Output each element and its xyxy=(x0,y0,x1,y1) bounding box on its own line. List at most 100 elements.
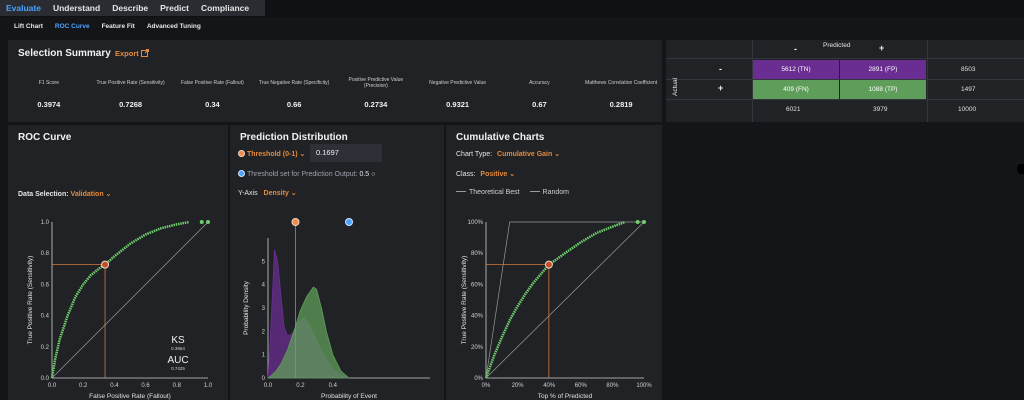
random-diagonal-line xyxy=(51,221,209,379)
roc-selected-point xyxy=(101,260,110,269)
y-axis-value: Density xyxy=(263,190,289,197)
threshold-output-label: Threshold set for Prediction Output: xyxy=(247,171,358,178)
refresh-icon[interactable]: ○ xyxy=(371,171,376,178)
predicted-label: Predicted xyxy=(823,42,851,49)
chevron-down-icon: ⌄ xyxy=(509,171,516,178)
metric-label: False Positive Rate (Fallout) xyxy=(180,79,244,86)
theoretical-best-line xyxy=(485,221,644,379)
metric-tpr: True Positive Rate (Sensitivity) 0.7268 xyxy=(90,68,172,122)
metric-value: 0.7268 xyxy=(119,100,143,109)
x-tick-label: 0.0 xyxy=(48,383,57,389)
metric-npv: Negative Predictive Value 0.9321 xyxy=(417,68,499,122)
cell-true-negative: 5612 (TN) xyxy=(753,60,839,79)
tab-compliance[interactable]: Compliance xyxy=(200,3,250,13)
legend-line-icon xyxy=(529,191,540,192)
random-line xyxy=(485,221,645,379)
metric-label: Positive Predictive Value (Precision) xyxy=(348,76,404,90)
x-tick-label: 0.8 xyxy=(173,383,182,389)
pred-negative-header: - xyxy=(794,44,797,54)
row-positive-total: 1497 xyxy=(961,86,976,93)
threshold-output-handle xyxy=(345,218,353,226)
distribution-chart[interactable]: 0.0 0.2 0.4 0 1 2 3 4 5 Probability of Event Proba… xyxy=(230,125,444,400)
tab-describe[interactable]: Describe xyxy=(112,3,149,13)
col-positive-total: 3979 xyxy=(873,106,888,113)
threshold-input[interactable]: 0.1697 xyxy=(310,144,382,162)
chevron-down-icon: ⌄ xyxy=(105,191,112,198)
metrics-row: F1 Score 0.3974 True Positive Rate (Sensi… xyxy=(8,68,662,122)
roc-curve-title: ROC Curve xyxy=(18,132,72,143)
x-tick-label: 0.2 xyxy=(79,383,88,389)
cell-false-negative: 409 (FN) xyxy=(753,80,839,99)
gain-endpoint-dot xyxy=(642,220,646,224)
actual-positive-header: + xyxy=(718,83,724,93)
cumulative-chart[interactable]: 0% 20% 40% 60% 80% 100% 0% 20% 40% 60% 80% 100% Top … xyxy=(446,125,662,400)
threshold-label: Threshold (0-1) xyxy=(247,151,298,158)
x-axis-label: Probability of Event xyxy=(321,393,377,400)
y-tick-label: 40% xyxy=(471,314,484,320)
chevron-down-icon: ⌄ xyxy=(299,151,306,158)
x-tick-label: 1.0 xyxy=(204,383,213,389)
selection-summary-title: Selection Summary xyxy=(18,48,111,59)
metric-label: Matthews Correlation Coefficient xyxy=(585,79,658,86)
data-selection-value: Validation xyxy=(70,191,104,198)
roc-endpoint-dot xyxy=(199,220,204,224)
x-tick-label: 40% xyxy=(543,383,556,389)
y-tick-label: 0 xyxy=(262,376,266,382)
x-tick-label: 60% xyxy=(575,383,588,389)
roc-curve-line xyxy=(50,220,190,379)
y-tick-label: 5 xyxy=(262,259,266,265)
threshold-output-row: Threshold set for Prediction Output: 0.5… xyxy=(238,170,375,178)
tab-predict[interactable]: Predict xyxy=(160,3,189,13)
selection-summary-panel: Selection Summary Export F1 Score 0.3974 … xyxy=(8,40,662,122)
ks-label: KS xyxy=(171,335,185,346)
chart-type-control[interactable]: Chart Type: Cumulative Gain ⌄ xyxy=(456,150,560,158)
subtab-advanced-tuning[interactable]: Advanced Tuning xyxy=(146,23,201,30)
y-tick-label: 0.6 xyxy=(41,282,50,288)
cumulative-gain-line xyxy=(484,220,626,379)
legend: Theoretical Best Random xyxy=(456,189,569,196)
subtab-roc-curve[interactable]: ROC Curve xyxy=(54,23,90,30)
confusion-matrix: Predicted Actual - + - + 5612 (TN) 2891 … xyxy=(666,40,1024,122)
scroll-handle[interactable] xyxy=(1017,164,1024,174)
y-axis-control[interactable]: Y-Axis Density ⌄ xyxy=(238,189,297,197)
gain-endpoint-dot xyxy=(635,220,640,224)
top-tabs: Evaluate Understand Describe Predict Com… xyxy=(0,0,266,16)
threshold-label-row: Threshold (0-1) ⌄ xyxy=(238,150,305,158)
subtab-lift-chart[interactable]: Lift Chart xyxy=(14,23,43,30)
x-tick-label: 0.4 xyxy=(329,383,338,389)
metric-value: 0.2819 xyxy=(609,100,633,109)
metric-value: 0.9321 xyxy=(446,100,470,109)
threshold-output-dot-icon xyxy=(238,170,245,177)
threshold-dot-icon xyxy=(238,150,245,157)
metric-mcc: Matthews Correlation Coefficient 0.2819 xyxy=(580,68,662,122)
class-control[interactable]: Class: Positive ⌄ xyxy=(456,170,515,178)
metric-label: F1 Score xyxy=(38,79,60,86)
x-axis-label: False Positive Rate (Fallout) xyxy=(89,393,171,400)
roc-endpoint-dot xyxy=(206,220,210,224)
x-tick-label: 80% xyxy=(606,383,619,389)
y-axis-label: True Positive Rate (Sensitivity) xyxy=(461,256,468,345)
subtab-feature-fit[interactable]: Feature Fit xyxy=(101,23,135,30)
tab-evaluate[interactable]: Evaluate xyxy=(6,3,41,13)
threshold-output-value: 0.5 xyxy=(359,171,370,178)
y-tick-label: 1 xyxy=(262,353,266,359)
ks-value: 0.3964 xyxy=(171,346,185,351)
y-axis-label: Y-Axis xyxy=(238,190,258,197)
pred-positive-header: + xyxy=(879,43,885,53)
cell-false-positive: 2891 (FP) xyxy=(840,60,926,79)
sub-nav: Lift Chart ROC Curve Feature Fit Advance… xyxy=(0,17,1024,37)
x-tick-label: 0% xyxy=(482,383,491,389)
chart-type-label: Chart Type: xyxy=(456,151,493,158)
legend-theoretical-best: Theoretical Best xyxy=(469,189,520,196)
export-button[interactable]: Export xyxy=(115,49,149,58)
tab-understand[interactable]: Understand xyxy=(52,3,101,13)
data-selection-control[interactable]: Data Selection: Validation ⌄ xyxy=(18,190,111,198)
roc-chart[interactable]: 0.0 0.2 0.4 0.6 0.8 1.0 0.0 0.2 0.4 0.6 0.8 1.0 Fals… xyxy=(8,125,228,400)
cumulative-charts-title: Cumulative Charts xyxy=(456,132,545,143)
threshold-handle xyxy=(291,218,300,226)
chart-type-value: Cumulative Gain xyxy=(497,151,553,158)
y-tick-label: 80% xyxy=(471,251,484,257)
y-tick-label: 2 xyxy=(262,329,266,335)
chevron-down-icon: ⌄ xyxy=(290,190,297,197)
y-axis-label: Probability Density xyxy=(243,280,250,335)
